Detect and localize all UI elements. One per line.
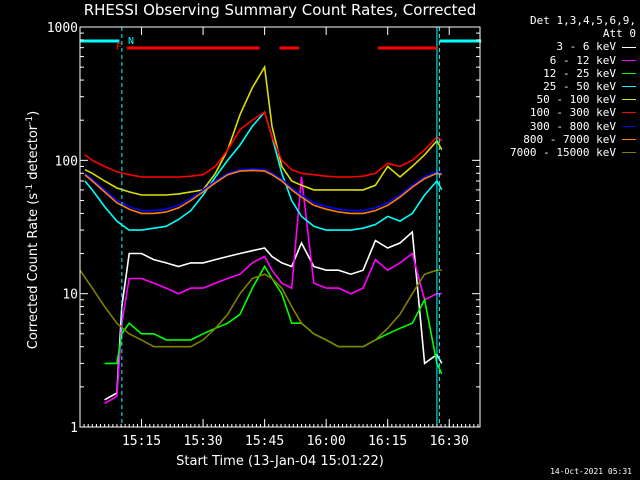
x-tick-label-1: 15:30 [184,434,223,449]
legend-swatch [622,46,636,48]
series-line-5 [84,110,443,178]
n-flag-label: N [128,36,134,47]
x-tick-label-4: 16:15 [368,434,407,449]
legend-item-7: 800 - 7000 keV [488,133,636,146]
legend-item-8: 7000 - 15000 keV [488,146,636,159]
y-tick-label-2: 100 [55,154,78,169]
legend-label: 12 - 25 keV [543,66,616,80]
legend-swatch [622,59,636,61]
legend-item-3: 25 - 50 keV [488,80,636,93]
legend-label: 300 - 800 keV [529,119,616,133]
series-line-7 [84,169,443,215]
x-tick-label-3: 16:00 [307,434,346,449]
legend-label: 7000 - 15000 keV [510,145,616,159]
flag-bars [80,39,482,50]
chart-title: RHESSI Observing Summary Count Rates, Co… [83,1,477,19]
y-tick-label-3: 1000 [47,21,78,36]
legend-swatch [622,72,636,74]
x-axis-label: Start Time (13-Jan-04 15:01:22) [176,454,384,469]
series-line-6 [84,168,443,212]
legend-item-5: 100 - 300 keV [488,106,636,119]
legend-swatch [622,86,636,88]
legend-swatch [622,112,636,114]
y-axis-label: Corrected Count Rate (s-1 detector-1) [24,110,42,350]
legend-label: 100 - 300 keV [529,106,616,120]
legend-swatch [622,99,636,101]
legend-label: 50 - 100 keV [536,93,616,107]
legend-label: 800 - 7000 keV [523,132,616,146]
legend-detectors: Det 1,3,4,5,6,9, [530,14,636,27]
legend-label: 25 - 50 keV [543,79,616,93]
legend-swatch [622,152,636,153]
legend-item-4: 50 - 100 keV [488,93,636,106]
legend-item-0: 3 - 6 keV [488,40,636,53]
legend-attenuator: Att 0 [602,27,636,41]
night-saa-markers [121,27,440,427]
legend-label: 3 - 6 keV [556,40,616,54]
plot-frame [79,26,481,428]
series-line-1 [104,176,442,405]
series-line-2 [104,264,443,375]
axes-layer: 15:15 15:30 15:45 16:00 16:15 16:30 1 10 100 1000 [47,21,480,449]
x-tick-label-0: 15:15 [122,434,161,449]
legend-item-2: 12 - 25 keV [488,67,636,80]
legend-item-6: 300 - 800 keV [488,120,636,133]
f-flag-label: F [116,42,122,53]
series-line-0 [104,230,443,401]
y-tick-label-1: 10 [62,288,78,303]
timestamp: 14-Oct-2021 05:31 [550,467,632,476]
x-tick-label-2: 15:45 [245,434,284,449]
series-line-8 [79,269,442,348]
legend: Det 1,3,4,5,6,9, Att 0 3 - 6 keV 6 - 12 k… [488,14,636,159]
legend-swatch [622,125,636,127]
y-tick-label-0: 1 [70,421,78,436]
legend-item-1: 6 - 12 keV [488,54,636,67]
legend-label: 6 - 12 keV [549,53,616,67]
legend-swatch [622,138,636,140]
x-tick-label-5: 16:30 [430,434,469,449]
series-layer [79,64,443,405]
series-line-4 [84,64,443,196]
